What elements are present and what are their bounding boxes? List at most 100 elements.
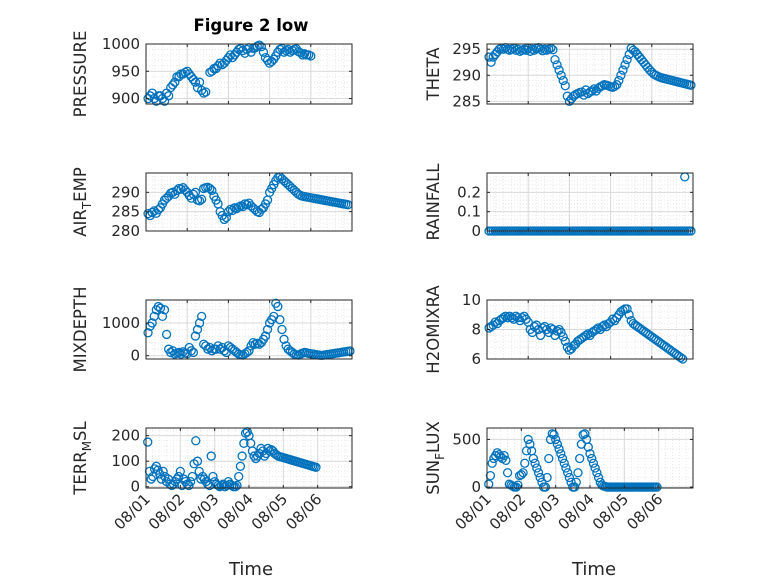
data-point: [523, 434, 533, 445]
data-point: [155, 303, 166, 313]
data-point: [146, 474, 156, 484]
data-point: [618, 65, 628, 75]
data-point: [552, 326, 562, 336]
data-point: [620, 60, 630, 70]
data-point: [256, 42, 267, 52]
data-point: [544, 453, 554, 464]
data-point: [614, 75, 624, 86]
data-point: [587, 86, 597, 96]
data-point: [306, 51, 316, 61]
data-point: [580, 429, 590, 439]
data-point: [185, 476, 196, 487]
data-point: [147, 207, 157, 218]
data-point: [573, 468, 583, 478]
data-point: [686, 80, 696, 90]
y-tick-label: 295: [452, 40, 481, 58]
data-point: [507, 313, 517, 323]
data-point: [532, 463, 542, 473]
data-point: [525, 46, 535, 56]
axes-box: [486, 172, 694, 232]
data-point: [168, 80, 178, 90]
data-point: [518, 468, 528, 478]
y-tick-label: 0: [130, 478, 140, 496]
data-point: [295, 48, 306, 58]
data-point: [502, 468, 513, 478]
data-point: [186, 346, 196, 356]
data-point: [513, 480, 523, 490]
data-point: [550, 55, 560, 65]
data-point: [219, 214, 229, 225]
y-tick-label: 280: [111, 222, 140, 240]
data-point: [143, 437, 153, 447]
data-point: [188, 347, 199, 358]
data-point: [563, 468, 573, 478]
data-point: [500, 311, 511, 321]
data-point: [254, 40, 264, 50]
data-point: [520, 458, 530, 468]
y-tick-label: 0.1: [457, 203, 481, 221]
data-point: [548, 45, 558, 55]
data-point: [176, 349, 186, 359]
data-point: [223, 52, 234, 63]
data-point: [558, 332, 568, 342]
y-axis-label: TERRMSL: [71, 420, 94, 495]
data-point: [551, 434, 561, 445]
data-point: [556, 449, 566, 459]
data-point: [187, 471, 198, 482]
data-point: [188, 74, 199, 85]
y-tick-label: 0: [130, 347, 140, 365]
y-tick-label: 290: [452, 66, 481, 84]
data-point: [511, 482, 521, 492]
data-point: [583, 442, 593, 452]
data-point: [622, 55, 632, 65]
data-point: [277, 324, 287, 335]
y-tick-label: 285: [111, 203, 140, 221]
data-point: [237, 451, 247, 461]
data-point: [172, 474, 182, 484]
y-tick-label: 100: [111, 452, 140, 470]
data-point: [230, 482, 240, 492]
data-point: [175, 466, 185, 477]
data-point: [173, 471, 184, 482]
y-tick-label: 900: [111, 90, 140, 108]
data-point: [485, 470, 496, 481]
data-point: [517, 313, 527, 323]
data-point: [652, 482, 662, 492]
y-tick-label: 200: [111, 427, 140, 445]
data-point: [571, 477, 581, 487]
data-point: [235, 461, 246, 471]
y-tick-label: 1000: [102, 35, 140, 53]
data-point: [201, 87, 211, 97]
data-markers: [143, 298, 355, 361]
data-point: [262, 324, 273, 335]
data-point: [234, 471, 244, 482]
data-point: [196, 85, 207, 96]
x-axis-label-right: Time: [571, 559, 616, 580]
data-point: [191, 436, 201, 446]
data-point: [256, 443, 266, 454]
axes-box: [486, 43, 694, 105]
data-point: [196, 311, 207, 322]
data-point: [608, 314, 618, 324]
data-point: [190, 331, 201, 341]
data-point: [196, 194, 207, 204]
y-axis-label: RAINFALL: [424, 163, 443, 241]
data-point: [590, 463, 600, 473]
data-point: [525, 439, 535, 449]
data-point: [192, 324, 203, 335]
data-point: [616, 70, 626, 80]
y-axis-label: H2OMIXRA: [424, 285, 443, 374]
y-tick-label: 8: [471, 321, 481, 339]
data-point: [564, 472, 575, 483]
data-point: [158, 466, 168, 477]
data-point: [575, 453, 585, 464]
data-point: [213, 61, 223, 71]
data-point: [207, 185, 217, 196]
subplot-pressure: 900 950 1000 PRESSURE: [71, 31, 353, 117]
data-point: [618, 305, 628, 315]
data-point: [225, 204, 236, 214]
data-point: [143, 328, 153, 338]
data-point: [157, 311, 168, 322]
